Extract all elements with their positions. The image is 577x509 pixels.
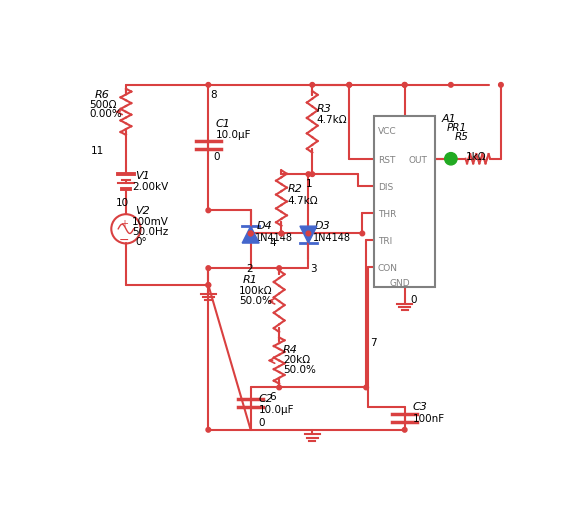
Text: 0°: 0° — [135, 236, 147, 246]
Text: V2: V2 — [135, 206, 150, 215]
Text: 10: 10 — [116, 198, 129, 208]
Text: 10.0μF: 10.0μF — [216, 130, 252, 140]
Circle shape — [206, 283, 211, 288]
Text: R5: R5 — [455, 132, 469, 142]
Text: 50.0Hz: 50.0Hz — [132, 227, 168, 236]
Circle shape — [402, 83, 407, 88]
Text: D4: D4 — [257, 221, 272, 231]
Text: 100nF: 100nF — [413, 413, 444, 423]
Text: 6: 6 — [269, 391, 276, 402]
Circle shape — [347, 83, 351, 88]
Text: 0: 0 — [411, 294, 417, 304]
Circle shape — [279, 232, 284, 236]
Text: R2: R2 — [287, 184, 302, 194]
Circle shape — [448, 83, 453, 88]
Circle shape — [445, 153, 457, 165]
Text: 0.00%: 0.00% — [89, 109, 122, 119]
Circle shape — [306, 173, 311, 177]
Text: 50.0%: 50.0% — [283, 364, 316, 375]
Text: C2: C2 — [258, 393, 273, 403]
Text: 100mV: 100mV — [132, 216, 169, 227]
Text: 1: 1 — [306, 179, 313, 189]
Text: A1: A1 — [441, 114, 456, 123]
Circle shape — [277, 385, 282, 390]
Text: 4.7kΩ: 4.7kΩ — [287, 195, 319, 206]
Text: 11: 11 — [91, 146, 104, 156]
Text: C1: C1 — [216, 119, 231, 129]
Text: V: V — [448, 154, 454, 164]
Circle shape — [499, 83, 503, 88]
Text: PR1: PR1 — [447, 123, 467, 132]
Circle shape — [206, 83, 211, 88]
Text: R6: R6 — [95, 90, 110, 99]
Circle shape — [402, 428, 407, 432]
Text: VCC: VCC — [378, 126, 396, 135]
Text: 4.7kΩ: 4.7kΩ — [317, 115, 347, 125]
Text: −: − — [118, 233, 129, 246]
Text: 20kΩ: 20kΩ — [283, 355, 310, 364]
Text: 1N4148: 1N4148 — [313, 233, 351, 242]
Text: 500Ω: 500Ω — [89, 99, 117, 109]
Circle shape — [279, 232, 284, 236]
Text: OUT: OUT — [409, 156, 428, 164]
Text: RST: RST — [378, 156, 395, 164]
Text: R3: R3 — [317, 103, 332, 114]
Text: 0: 0 — [258, 417, 265, 427]
Polygon shape — [300, 227, 317, 244]
Text: 10.0μF: 10.0μF — [258, 405, 294, 414]
Text: V1: V1 — [135, 171, 150, 181]
Text: 7: 7 — [370, 338, 377, 348]
Text: 3: 3 — [310, 263, 317, 273]
Circle shape — [360, 232, 365, 236]
Circle shape — [248, 232, 253, 236]
Text: R1: R1 — [243, 275, 258, 285]
Circle shape — [206, 266, 211, 271]
Text: TRI: TRI — [378, 236, 392, 245]
Text: R4: R4 — [283, 344, 298, 354]
Circle shape — [364, 385, 369, 390]
Circle shape — [402, 83, 407, 88]
Circle shape — [310, 83, 314, 88]
Circle shape — [206, 283, 211, 288]
Circle shape — [248, 232, 253, 236]
Text: D3: D3 — [314, 221, 330, 231]
Text: 100kΩ: 100kΩ — [239, 286, 273, 295]
Text: GND: GND — [389, 278, 410, 288]
Text: CON: CON — [378, 263, 398, 272]
Circle shape — [310, 173, 314, 177]
Bar — [374, 117, 436, 288]
Circle shape — [306, 232, 311, 236]
Text: 2: 2 — [246, 263, 253, 273]
Text: 0: 0 — [213, 152, 220, 162]
Text: 50.0%: 50.0% — [239, 295, 272, 305]
Circle shape — [206, 209, 211, 213]
Text: 8: 8 — [211, 90, 218, 99]
Text: 2.00kV: 2.00kV — [132, 182, 168, 192]
Circle shape — [206, 428, 211, 432]
Circle shape — [277, 266, 282, 271]
Text: 4: 4 — [270, 238, 276, 248]
Text: C3: C3 — [413, 402, 427, 411]
Text: 1N4148: 1N4148 — [255, 233, 293, 242]
Text: +: + — [119, 219, 128, 229]
Text: THR: THR — [378, 209, 396, 218]
Polygon shape — [242, 227, 259, 244]
Text: DIS: DIS — [378, 183, 393, 191]
Text: 1kΩ: 1kΩ — [466, 152, 487, 162]
Circle shape — [347, 83, 351, 88]
